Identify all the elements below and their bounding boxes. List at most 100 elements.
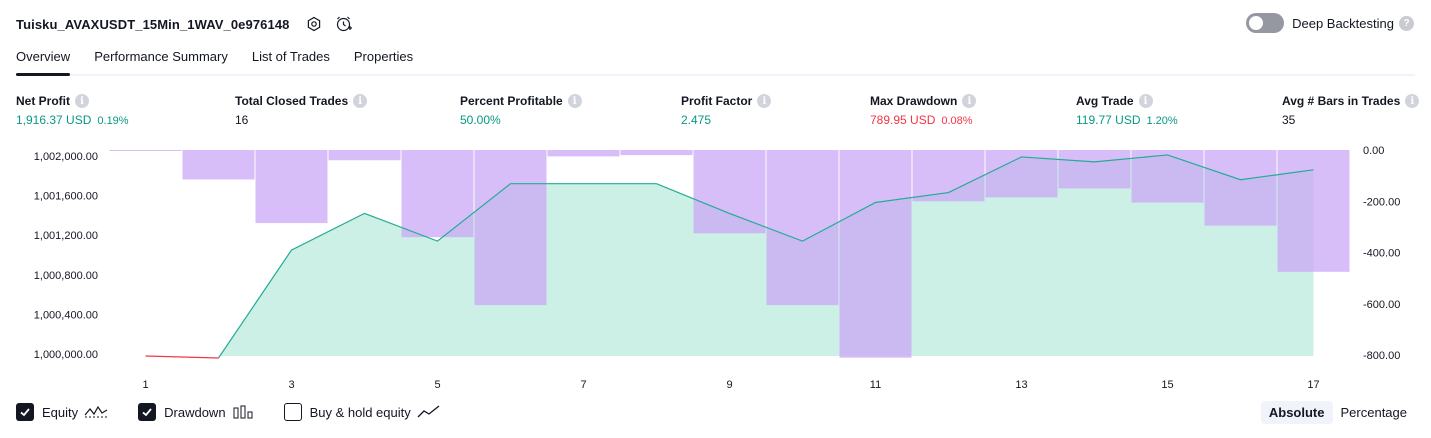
metric-profit-factor: Profit Factor i 2.475: [681, 94, 772, 127]
info-icon[interactable]: i: [75, 94, 89, 108]
x-axis-tick-label: 17: [1307, 379, 1319, 391]
drawdown-bar: [1277, 150, 1350, 272]
legend-equity-label: Equity: [42, 404, 79, 420]
equity-checkbox[interactable]: [16, 403, 34, 421]
deep-backtesting-toggle[interactable]: [1246, 13, 1285, 33]
metric-title: Max Drawdown: [870, 94, 958, 108]
alert-clock-icon[interactable]: [334, 14, 354, 34]
metric-title: Profit Factor: [681, 94, 753, 108]
info-icon[interactable]: i: [962, 94, 977, 108]
drawdown-bar: [985, 150, 1058, 198]
metric-value: 16: [235, 113, 249, 127]
percentage-button[interactable]: Percentage: [1340, 405, 1408, 420]
metric-value: 119.77 USD: [1076, 113, 1141, 127]
legend-drawdown-label: Drawdown: [164, 404, 226, 420]
drawdown-bar: [766, 150, 839, 306]
x-axis-tick-label: 3: [288, 379, 294, 391]
drawdown-bar: [620, 150, 693, 156]
drawdown-bar: [1204, 150, 1277, 226]
legend-buy-hold-label: Buy & hold equity: [309, 404, 411, 420]
metric-percent: 1.20%: [1146, 115, 1178, 127]
tab-overview[interactable]: Overview: [16, 49, 71, 76]
x-axis-tick-label: 15: [1161, 379, 1173, 391]
metric-max-drawdown: Max Drawdown i 789.95 USD 0.08%: [870, 94, 977, 127]
strategy-title: Tuisku_AVAXUSDT_15Min_1WAV_0e976148: [16, 16, 290, 32]
drawdown-bar: [547, 150, 620, 157]
legend-buy-hold[interactable]: Buy & hold equity: [283, 403, 441, 421]
metric-title: Net Profit: [16, 94, 70, 108]
drawdown-bar: [109, 150, 182, 151]
help-icon[interactable]: ?: [1399, 15, 1414, 31]
drawdown-bar: [255, 150, 328, 224]
drawdown-bar: [912, 150, 985, 202]
legend-drawdown[interactable]: Drawdown: [138, 403, 253, 421]
x-axis-tick-label: 9: [726, 379, 732, 391]
metric-avg-trade: Avg Trade i 119.77 USD 1.20%: [1076, 94, 1178, 127]
left-axis-tick-label: 1,000,400.00: [34, 309, 98, 321]
right-axis-tick-label: 0.00: [1363, 145, 1384, 157]
metric-title: Avg # Bars in Trades: [1282, 94, 1401, 108]
metric-value: 789.95 USD: [870, 113, 936, 127]
deep-backtesting-label: Deep Backtesting: [1292, 15, 1394, 31]
equity-loss-segment: [145, 355, 219, 359]
left-axis-tick-label: 1,000,000.00: [34, 349, 98, 361]
tab-list-of-trades[interactable]: List of Trades: [251, 49, 330, 64]
right-axis-tick-label: -400.00: [1363, 248, 1400, 260]
metric-title: Total Closed Trades: [235, 94, 349, 108]
drawdown-checkbox[interactable]: [138, 403, 157, 421]
settings-gear-icon[interactable]: [304, 14, 324, 34]
metric-percent: 0.08%: [941, 115, 973, 127]
toggle-knob: [1249, 16, 1264, 30]
chart-legend: Equity Drawdown Buy & hold equity: [16, 403, 471, 421]
tab-performance-summary[interactable]: Performance Summary: [94, 49, 228, 64]
left-axis-tick-label: 1,002,000.00: [34, 151, 98, 163]
buy-hold-line-icon: [417, 404, 441, 420]
metric-percent-profitable: Percent Profitable i 50.00%: [460, 94, 582, 127]
x-axis-tick-label: 11: [870, 379, 881, 391]
x-axis-tick-label: 13: [1015, 379, 1027, 391]
equity-wave-icon: [84, 404, 108, 420]
left-axis-tick-label: 1,000,800.00: [34, 270, 98, 282]
drawdown-bar: [839, 150, 912, 358]
left-axis-tick-label: 1,001,200.00: [34, 230, 98, 242]
metric-value: 2.475: [681, 113, 712, 127]
value-mode-switch: Absolute Percentage: [1260, 401, 1415, 424]
info-icon[interactable]: i: [353, 94, 368, 108]
drawdown-bars-icon: [232, 404, 254, 420]
info-icon[interactable]: i: [1138, 94, 1153, 108]
info-icon[interactable]: i: [757, 94, 772, 108]
right-axis-tick-label: -600.00: [1363, 299, 1400, 311]
drawdown-bar: [1131, 150, 1204, 203]
buy-hold-checkbox[interactable]: [283, 403, 302, 421]
metric-total-closed-trades: Total Closed Trades i 16: [235, 94, 368, 127]
info-icon[interactable]: i: [567, 94, 582, 108]
x-axis-tick-label: 1: [142, 379, 148, 391]
x-axis-tick-label: 5: [434, 379, 440, 391]
x-axis-tick-label: 7: [580, 379, 586, 391]
metric-title: Avg Trade: [1076, 94, 1134, 108]
tab-properties[interactable]: Properties: [353, 49, 414, 64]
right-axis-tick-label: -800.00: [1363, 350, 1400, 362]
left-axis-tick-label: 1,001,600.00: [34, 191, 98, 203]
equity-drawdown-chart[interactable]: 1,002,000.00 1,001,600.00 1,001,200.00 1,00…: [0, 140, 1431, 396]
equity-line: [218, 154, 1314, 359]
legend-equity[interactable]: Equity: [16, 403, 108, 421]
strategy-header: Tuisku_AVAXUSDT_15Min_1WAV_0e976148: [16, 14, 354, 34]
drawdown-bar: [401, 150, 474, 238]
metric-title: Percent Profitable: [460, 94, 563, 108]
drawdown-bar: [474, 150, 547, 306]
info-icon[interactable]: i: [1405, 94, 1420, 108]
metric-avg-bars: Avg # Bars in Trades i 35: [1282, 94, 1420, 127]
drawdown-bar: [693, 150, 766, 234]
metric-value: 1,916.37 USD: [16, 113, 92, 127]
metric-value: 50.00%: [460, 113, 501, 127]
metric-percent: 0.19%: [97, 115, 129, 127]
report-tabs: Overview Performance Summary List of Tra…: [16, 49, 1415, 76]
drawdown-bar: [328, 150, 401, 161]
deep-backtesting-control: Deep Backtesting ?: [1246, 13, 1414, 33]
drawdown-bar: [182, 150, 255, 180]
drawdown-bar: [1058, 150, 1131, 189]
absolute-button[interactable]: Absolute: [1260, 401, 1333, 424]
metric-net-profit: Net Profit i 1,916.37 USD 0.19%: [16, 94, 129, 127]
right-axis-tick-label: -200.00: [1363, 196, 1400, 208]
